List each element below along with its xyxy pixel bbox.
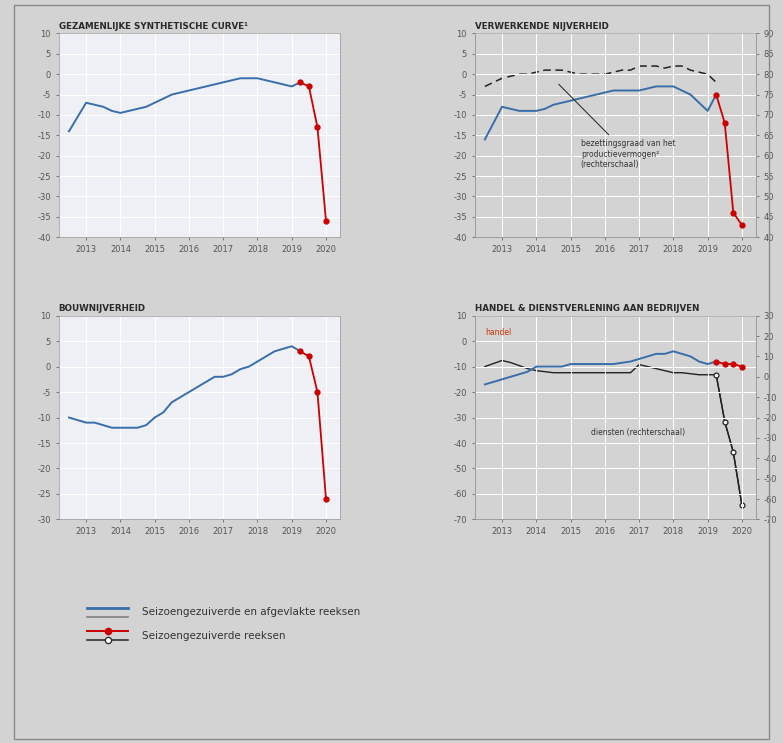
- Text: Seizoengezuiverde reeksen: Seizoengezuiverde reeksen: [143, 631, 286, 641]
- Text: diensten (rechterschaal): diensten (rechterschaal): [591, 429, 685, 438]
- Text: GEZAMENLIJKE SYNTHETISCHE CURVE¹: GEZAMENLIJKE SYNTHETISCHE CURVE¹: [59, 22, 247, 31]
- Text: BOUWNIJVERHEID: BOUWNIJVERHEID: [59, 305, 146, 314]
- Text: Seizoengezuiverde en afgevlakte reeksen: Seizoengezuiverde en afgevlakte reeksen: [143, 607, 361, 617]
- Text: VERWERKENDE NIJVERHEID: VERWERKENDE NIJVERHEID: [474, 22, 608, 31]
- Text: handel: handel: [485, 328, 511, 337]
- Text: HANDEL & DIENSTVERLENING AAN BEDRIJVEN: HANDEL & DIENSTVERLENING AAN BEDRIJVEN: [474, 305, 699, 314]
- Text: bezettingsgraad van het
productievermogen²
(rechterschaal): bezettingsgraad van het productievermoge…: [559, 84, 675, 169]
